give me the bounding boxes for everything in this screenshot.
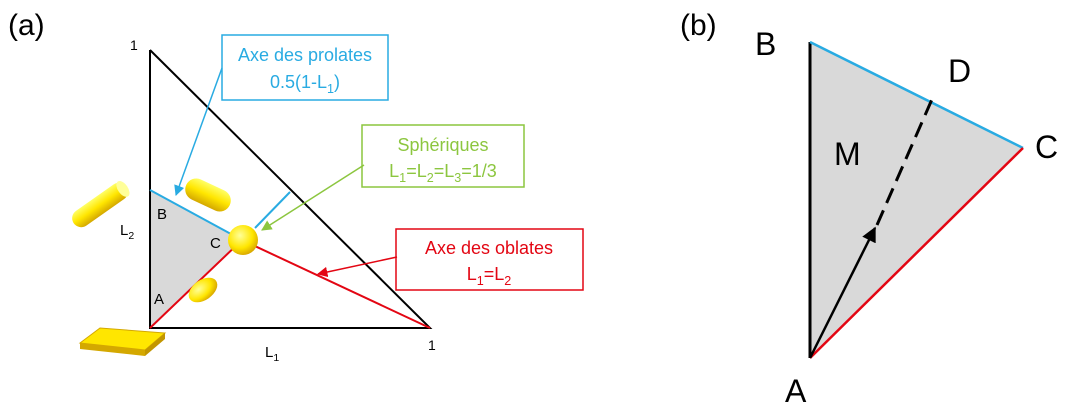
axis-label-main: L	[120, 222, 128, 239]
prolate-shape	[182, 175, 235, 215]
formula-sub: 3	[454, 171, 461, 185]
tick-label: 1	[130, 37, 138, 53]
formula-sub: 1	[399, 171, 406, 185]
arrow	[262, 165, 364, 230]
point-label: A	[785, 373, 807, 409]
arrow	[176, 68, 222, 195]
arrow	[318, 257, 397, 274]
point-label: M	[834, 136, 861, 172]
formula-sub: 2	[427, 171, 434, 185]
callout-title: Axe des prolates	[238, 45, 372, 65]
axis-label: L2	[120, 222, 134, 242]
formula-sub: 1	[477, 274, 484, 288]
formula-sub: 2	[504, 274, 511, 288]
tick-label: 1	[428, 337, 436, 353]
axis-label-sub: 2	[128, 230, 134, 242]
formula-sub: 1	[327, 82, 334, 96]
formula-text: )	[334, 72, 340, 92]
panel-a: (a) 1 1 L2 L1 B C A Axe des prolates 0.5…	[8, 9, 583, 364]
sphere-shape	[228, 225, 258, 255]
figure: (a) 1 1 L2 L1 B C A Axe des prolates 0.5…	[0, 0, 1071, 410]
axis-label-sub: 1	[273, 352, 279, 364]
point-label: C	[210, 235, 221, 252]
formula-text: =L	[484, 264, 505, 284]
callout-title: Sphériques	[397, 135, 488, 155]
oblate-shape	[80, 328, 165, 356]
point-label: C	[1035, 129, 1058, 165]
panel-label: (a)	[8, 9, 45, 42]
formula-text: =1/3	[461, 161, 497, 181]
axis-label: L1	[265, 344, 279, 364]
axis-label-main: L	[265, 344, 273, 361]
point-label: B	[755, 26, 776, 62]
point-label: A	[154, 291, 164, 308]
formula-text: =L	[406, 161, 427, 181]
callout-title: Axe des oblates	[425, 238, 553, 258]
formula-text: =L	[434, 161, 455, 181]
formula-text: 0.5(1-L	[270, 72, 327, 92]
panel-label: (b)	[680, 9, 717, 42]
point-label: D	[948, 53, 971, 89]
panel-b: (b) B D C M A	[680, 9, 1058, 409]
region	[810, 42, 1023, 358]
formula-text: L	[389, 161, 399, 181]
formula-text: L	[467, 264, 477, 284]
point-label: B	[157, 206, 167, 223]
